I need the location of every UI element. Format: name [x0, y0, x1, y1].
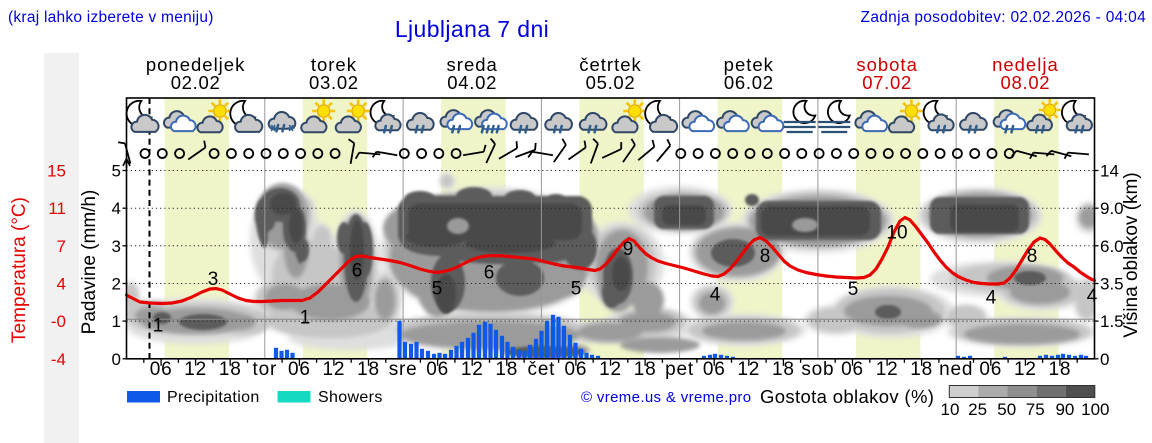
svg-text:5: 5: [848, 279, 859, 300]
svg-text:Padavine (mm/h): Padavine (mm/h): [79, 190, 100, 335]
svg-text:1: 1: [112, 312, 121, 331]
svg-text:11: 11: [48, 199, 66, 218]
svg-text:10: 10: [886, 223, 907, 244]
svg-text:06: 06: [150, 359, 173, 380]
svg-text:18: 18: [357, 359, 380, 380]
svg-text:8: 8: [1027, 246, 1038, 267]
svg-text:petek: petek: [724, 54, 774, 75]
svg-text:12: 12: [323, 359, 346, 380]
svg-text:četrtek: četrtek: [579, 54, 642, 75]
svg-text:06: 06: [288, 359, 311, 380]
svg-text:0: 0: [112, 350, 121, 369]
svg-text:6: 6: [484, 263, 495, 284]
svg-text:Višina oblakov (km): Višina oblakov (km): [1121, 172, 1142, 337]
svg-text:8: 8: [760, 246, 771, 267]
svg-text:18: 18: [772, 359, 795, 380]
svg-text:9: 9: [623, 239, 634, 260]
svg-text:90: 90: [1055, 400, 1074, 419]
svg-text:6: 6: [352, 261, 363, 282]
svg-text:Showers: Showers: [318, 389, 383, 406]
svg-text:12: 12: [737, 359, 760, 380]
svg-text:04.02: 04.02: [447, 72, 497, 93]
svg-text:06: 06: [979, 359, 1002, 380]
svg-text:18: 18: [634, 359, 657, 380]
svg-text:18: 18: [910, 359, 933, 380]
svg-text:18: 18: [1049, 359, 1072, 380]
svg-text:18: 18: [219, 359, 242, 380]
svg-text:torek: torek: [311, 54, 357, 75]
svg-text:06.02: 06.02: [724, 72, 774, 93]
svg-text:05.02: 05.02: [586, 72, 636, 93]
svg-text:12: 12: [599, 359, 622, 380]
svg-text:12: 12: [876, 359, 899, 380]
svg-text:1: 1: [300, 308, 311, 329]
svg-text:sreda: sreda: [447, 54, 498, 75]
svg-text:nedelja: nedelja: [992, 54, 1059, 75]
svg-text:02.02: 02.02: [171, 72, 221, 93]
svg-text:9.0: 9.0: [1100, 199, 1124, 218]
svg-text:75: 75: [1026, 400, 1045, 419]
svg-text:sob: sob: [801, 359, 834, 380]
svg-text:© vreme.us & vreme.pro: © vreme.us & vreme.pro: [581, 389, 751, 406]
svg-text:pet: pet: [665, 359, 694, 380]
svg-text:12: 12: [1014, 359, 1037, 380]
svg-text:6.0: 6.0: [1100, 237, 1124, 256]
svg-text:5: 5: [432, 279, 443, 300]
svg-text:Precipitation: Precipitation: [167, 389, 260, 406]
svg-text:3: 3: [208, 269, 219, 290]
svg-text:4: 4: [1087, 286, 1098, 307]
svg-text:07.02: 07.02: [862, 72, 912, 93]
svg-text:14: 14: [1100, 162, 1119, 181]
svg-text:06: 06: [841, 359, 864, 380]
svg-text:06: 06: [703, 359, 726, 380]
svg-text:12: 12: [461, 359, 484, 380]
svg-text:4: 4: [710, 285, 721, 306]
svg-text:06: 06: [426, 359, 449, 380]
svg-text:Zadnja posodobitev: 02.02.2026: Zadnja posodobitev: 02.02.2026 - 04:04: [861, 9, 1147, 26]
svg-text:5: 5: [571, 279, 582, 300]
svg-text:25: 25: [968, 400, 987, 419]
svg-text:1: 1: [153, 316, 164, 337]
svg-text:sre: sre: [389, 359, 418, 380]
svg-text:08.02: 08.02: [1001, 72, 1051, 93]
svg-text:1.5: 1.5: [1100, 312, 1124, 331]
svg-text:(kraj lahko izberete v meniju): (kraj lahko izberete v meniju): [8, 9, 214, 26]
svg-text:ponedeljek: ponedeljek: [146, 54, 246, 75]
svg-text:100: 100: [1081, 400, 1109, 419]
svg-text:12: 12: [184, 359, 207, 380]
svg-text:7: 7: [57, 237, 66, 256]
svg-text:5: 5: [112, 162, 121, 181]
svg-text:50: 50: [997, 400, 1016, 419]
svg-text:Temperatura (°C): Temperatura (°C): [9, 197, 30, 343]
svg-text:Gostota oblakov (%): Gostota oblakov (%): [760, 386, 934, 407]
svg-text:4: 4: [57, 275, 66, 294]
svg-text:Ljubljana 7 dni: Ljubljana 7 dni: [395, 16, 549, 42]
svg-text:4: 4: [986, 288, 997, 309]
svg-text:čet: čet: [528, 359, 556, 380]
svg-text:15: 15: [47, 162, 66, 181]
svg-text:2: 2: [112, 275, 121, 294]
svg-text:06: 06: [565, 359, 588, 380]
svg-text:0: 0: [1100, 350, 1109, 369]
svg-text:tor: tor: [253, 359, 278, 380]
svg-text:03.02: 03.02: [309, 72, 359, 93]
svg-text:10: 10: [941, 400, 960, 419]
svg-text:ned: ned: [939, 359, 973, 380]
svg-text:3.5: 3.5: [1100, 275, 1124, 294]
svg-text:18: 18: [495, 359, 518, 380]
svg-text:sobota: sobota: [856, 54, 918, 75]
svg-text:-0: -0: [51, 312, 66, 331]
svg-text:-4: -4: [51, 350, 66, 369]
svg-text:3: 3: [112, 237, 121, 256]
svg-text:4: 4: [112, 199, 121, 218]
